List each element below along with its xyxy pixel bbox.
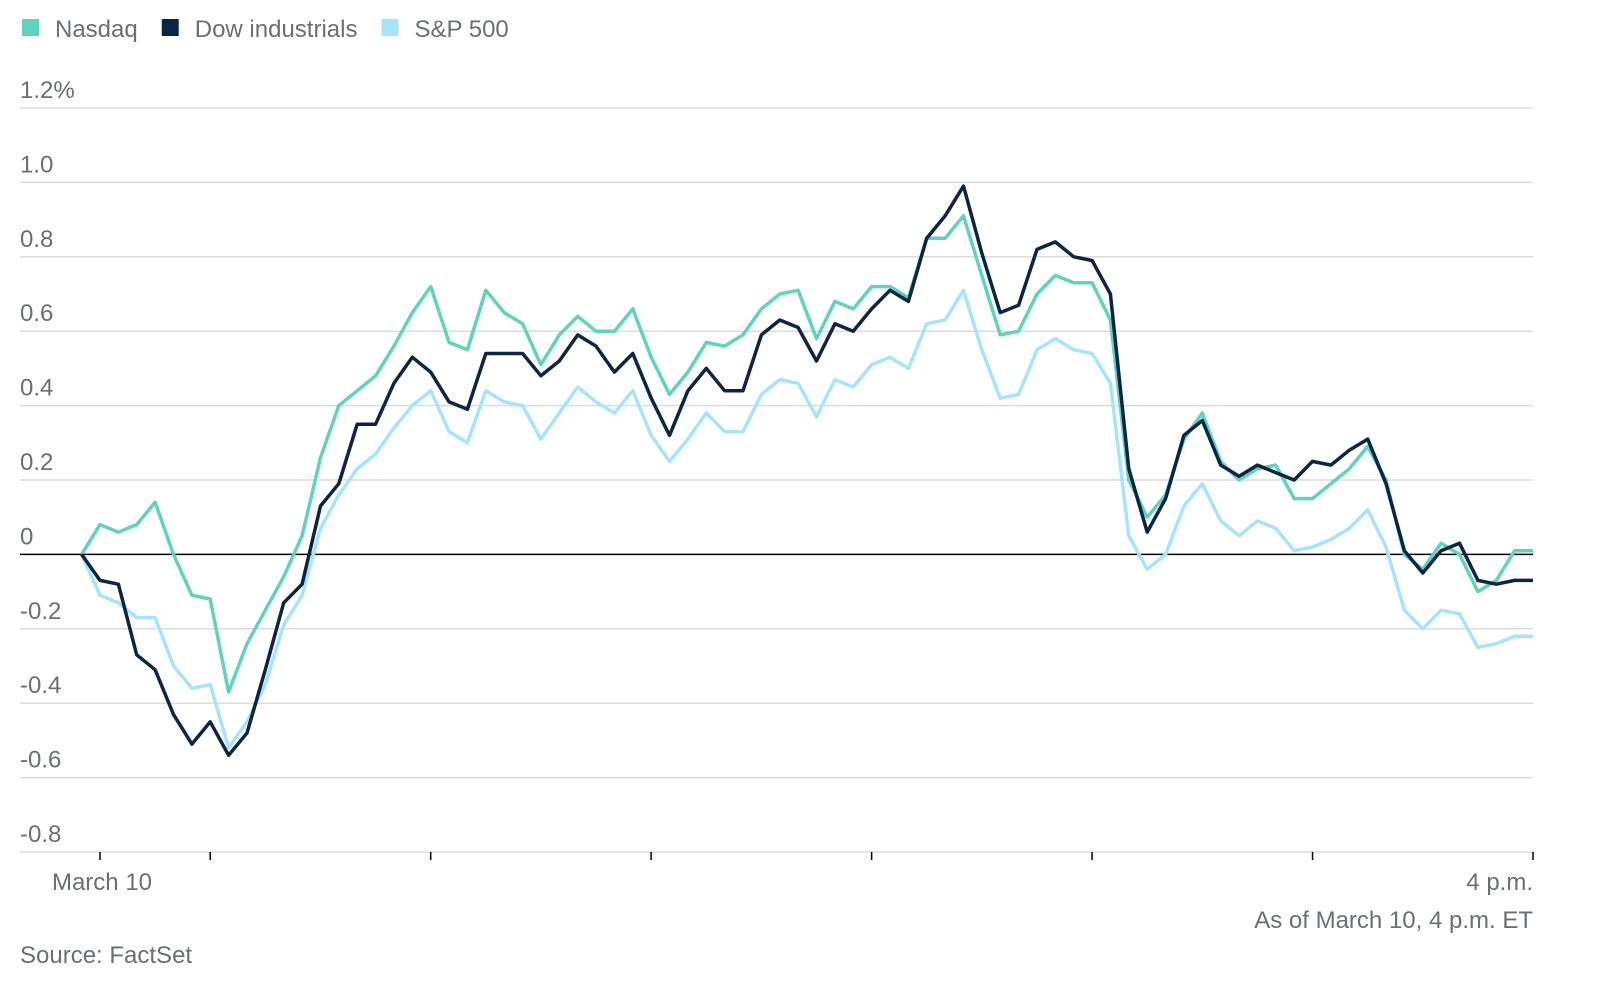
legend-marker	[381, 19, 399, 36]
legend-label: Dow industrials	[195, 16, 358, 43]
y-tick-label: 0.8	[20, 226, 53, 253]
x-tick-label: 4 p.m.	[1466, 869, 1533, 896]
series-line	[80, 184, 1533, 758]
y-tick-label: 0.6	[20, 300, 53, 327]
y-tick-label: -0.4	[20, 672, 61, 699]
y-tick-label: -0.6	[20, 747, 61, 774]
y-tick-label: 1.2%	[20, 77, 75, 104]
series-line	[80, 288, 1533, 750]
legend-label: S&P 500	[414, 16, 508, 43]
chart-source: Source: FactSet	[20, 942, 192, 969]
legend-marker	[161, 19, 179, 36]
y-tick-label: 0.2	[20, 449, 53, 476]
y-tick-label: -0.2	[20, 598, 61, 625]
y-tick-label: -0.8	[20, 821, 61, 848]
legend-marker	[22, 19, 39, 36]
y-tick-label: 1.0	[20, 151, 53, 178]
y-tick-label: 0.4	[20, 375, 53, 402]
legend: Nasdaq Dow industrials S&P 500	[22, 16, 509, 43]
y-tick-label: 0	[20, 523, 33, 550]
series-line	[80, 214, 1533, 694]
x-tick-label: March 10	[52, 869, 152, 896]
legend-label: Nasdaq	[55, 16, 138, 43]
chart-note: As of March 10, 4 p.m. ET	[1254, 907, 1533, 934]
